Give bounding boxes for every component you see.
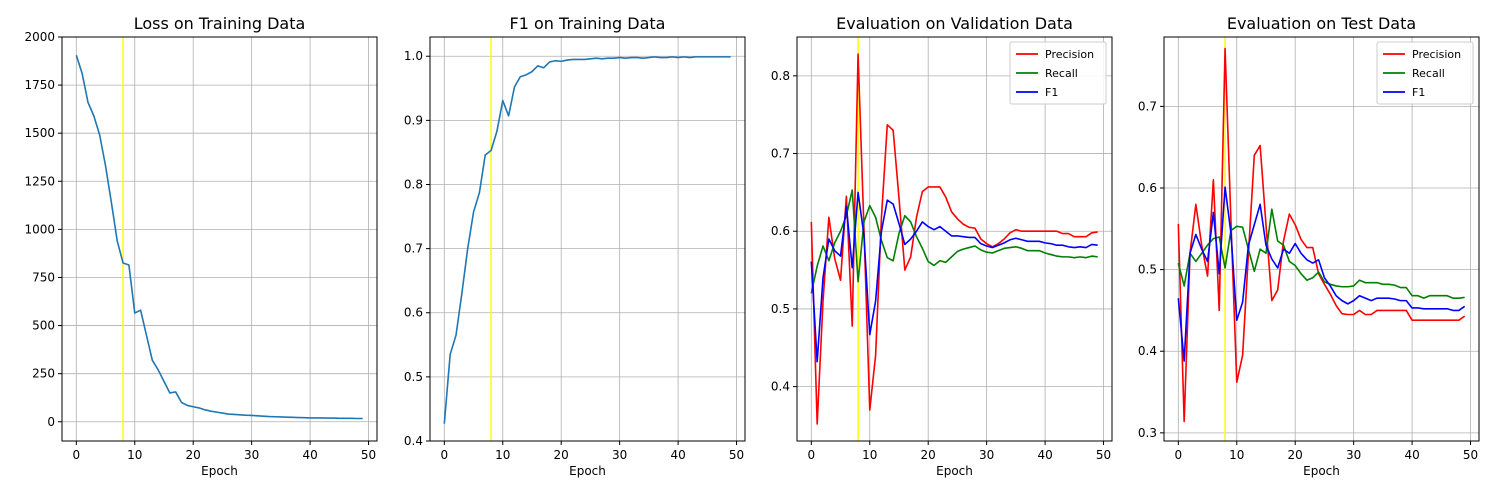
x-axis-label: Epoch: [936, 464, 973, 478]
legend-label-recall: Recall: [1045, 67, 1078, 80]
x-tick-label: 0: [807, 448, 815, 462]
y-tick-label: 0.6: [771, 224, 790, 238]
series-line-precision: [1177, 47, 1466, 423]
y-tick-label: 1000: [24, 222, 55, 236]
y-tick-label: 0.7: [404, 242, 423, 256]
x-tick-label: 0: [440, 448, 448, 462]
x-tick-label: 50: [361, 448, 376, 462]
y-tick-label: 0.9: [404, 113, 423, 127]
y-tick-label: 0.7: [771, 147, 790, 161]
x-tick-label: 10: [495, 448, 510, 462]
y-tick-label: 1.0: [404, 49, 423, 63]
y-tick-label: 0.7: [1138, 99, 1157, 113]
legend-label-recall: Recall: [1412, 67, 1445, 80]
x-axis-label: Epoch: [569, 464, 606, 478]
y-tick-label: 0.6: [404, 306, 423, 320]
x-tick-label: 10: [862, 448, 877, 462]
chart-panel-4: 0 10 20 30 40 50 0.3 0.4 0.5 0.6 0.7 Evaluation on …: [1138, 14, 1480, 478]
x-tick-label: 40: [302, 448, 317, 462]
x-axis-label: Epoch: [1303, 464, 1340, 478]
y-tick-label: 0.5: [404, 370, 423, 384]
axes-frame: [61, 36, 378, 442]
axes-frame: [1163, 36, 1480, 442]
y-tick-label: 0.4: [1138, 344, 1157, 358]
plot-area: [430, 37, 745, 441]
chart-panel-1: 0 10 20 30 40 5002505007501000125015001750200…: [24, 14, 378, 478]
plot-area: [62, 37, 377, 441]
x-tick-label: 10: [127, 448, 142, 462]
y-tick-label: 500: [32, 319, 55, 333]
y-tick-label: 0.6: [1138, 181, 1157, 195]
axes-frame: [796, 36, 1113, 442]
y-tick-label: 250: [32, 367, 55, 381]
x-tick-label: 50: [1463, 448, 1478, 462]
y-tick-label: 0.5: [771, 302, 790, 316]
chart-title: Loss on Training Data: [134, 14, 306, 33]
y-tick-label: 2000: [24, 30, 55, 44]
y-tick-label: 750: [32, 270, 55, 284]
x-tick-label: 20: [921, 448, 936, 462]
y-tick-label: 0: [47, 415, 55, 429]
series-line-1: [443, 56, 731, 424]
legend-label-f1: F1: [1412, 86, 1425, 99]
x-tick-label: 20: [186, 448, 201, 462]
y-tick-label: 1750: [24, 78, 55, 92]
y-tick-label: 1500: [24, 126, 55, 140]
series-line-recall: [810, 189, 1098, 294]
y-tick-label: 0.8: [404, 177, 423, 191]
series-line-recall: [1177, 208, 1465, 299]
series-line-1: [75, 55, 363, 420]
axes-frame: [429, 36, 746, 442]
series-line-f1: [1177, 186, 1466, 362]
y-tick-label: 1250: [24, 174, 55, 188]
x-tick-label: 0: [72, 448, 80, 462]
y-tick-label: 0.3: [1138, 426, 1157, 440]
x-tick-label: 20: [1288, 448, 1303, 462]
x-tick-label: 0: [1174, 448, 1182, 462]
x-tick-label: 40: [1037, 448, 1052, 462]
y-tick-label: 0.8: [771, 69, 790, 83]
chart-title: Evaluation on Validation Data: [836, 14, 1073, 33]
x-tick-label: 10: [1229, 448, 1244, 462]
x-tick-label: 30: [244, 448, 259, 462]
y-tick-label: 0.5: [1138, 263, 1157, 277]
x-tick-label: 40: [1404, 448, 1419, 462]
x-tick-label: 50: [1096, 448, 1111, 462]
chart-panel-2: 0 10 20 30 40 50 0.4 0.5 0.6 0.7 0.8 0.9 1.0 F1 on Tr…: [404, 14, 746, 478]
chart-title: Evaluation on Test Data: [1227, 14, 1416, 33]
y-tick-label: 0.4: [771, 380, 790, 394]
y-tick-label: 0.4: [404, 434, 423, 448]
legend-label-precision: Precision: [1412, 48, 1461, 61]
series-line-precision: [810, 53, 1098, 425]
chart-panel-3: 0 10 20 30 40 50 0.4 0.5 0.6 0.7 0.8 Evaluation on …: [771, 14, 1113, 478]
x-axis-label: Epoch: [201, 464, 238, 478]
x-tick-label: 30: [1346, 448, 1361, 462]
x-tick-label: 50: [729, 448, 744, 462]
legend-label-precision: Precision: [1045, 48, 1094, 61]
x-tick-label: 30: [612, 448, 627, 462]
legend-box: [1009, 41, 1107, 105]
x-tick-label: 30: [979, 448, 994, 462]
x-tick-label: 40: [670, 448, 685, 462]
chart-title: F1 on Training Data: [510, 14, 666, 33]
legend-box: [1376, 41, 1474, 105]
series-line-f1: [810, 191, 1098, 363]
x-tick-label: 20: [554, 448, 569, 462]
legend-label-f1: F1: [1045, 86, 1058, 99]
